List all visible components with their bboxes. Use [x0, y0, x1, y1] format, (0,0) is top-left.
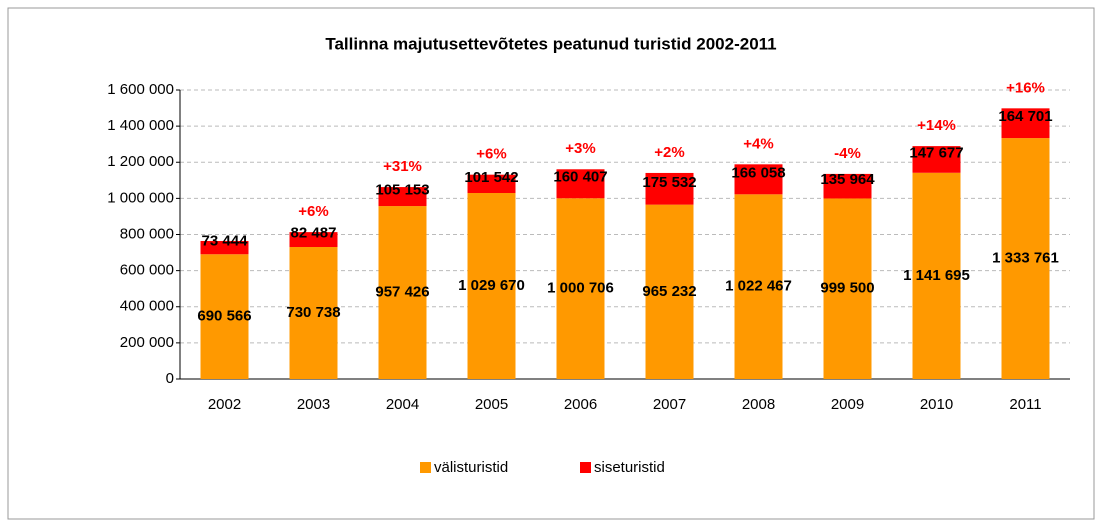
bar-segment — [823, 198, 872, 379]
y-tick-label: 1 200 000 — [107, 153, 174, 170]
bar-segment — [378, 206, 427, 379]
bar-segment — [1001, 108, 1050, 139]
value-label: 160 407 — [553, 169, 607, 186]
y-tick-label: 0 — [166, 370, 174, 387]
y-tick-label: 1 400 000 — [107, 117, 174, 134]
legend-label: siseturistid — [594, 459, 665, 476]
bar-segment — [467, 193, 516, 379]
x-tick-label: 2007 — [653, 396, 686, 413]
value-label: 101 542 — [464, 169, 518, 186]
chart-title: Tallinna majutusettevõtetes peatunud tur… — [325, 34, 776, 53]
legend-swatch — [420, 462, 431, 473]
value-label: 1 333 761 — [992, 250, 1059, 267]
bar-segment — [556, 198, 605, 379]
value-label: 965 232 — [642, 283, 696, 300]
value-label: 957 426 — [375, 284, 429, 301]
x-tick-label: 2011 — [1009, 396, 1041, 413]
value-label: 690 566 — [197, 308, 251, 325]
bar-segment — [912, 146, 961, 173]
growth-label: +16% — [1006, 79, 1045, 96]
x-tick-label: 2002 — [208, 396, 241, 413]
bar-segment — [200, 241, 249, 255]
growth-label: +14% — [917, 117, 956, 134]
legend-label: välisturistid — [434, 459, 508, 476]
value-label: 73 444 — [202, 233, 249, 250]
x-tick-label: 2009 — [831, 396, 864, 413]
growth-label: +6% — [298, 203, 328, 220]
value-label: 82 487 — [291, 225, 337, 242]
x-tick-label: 2010 — [920, 396, 953, 413]
y-tick-label: 600 000 — [120, 262, 174, 279]
value-label: 999 500 — [820, 280, 874, 297]
x-tick-label: 2008 — [742, 396, 775, 413]
x-tick-label: 2004 — [386, 396, 419, 413]
bar-segment — [1001, 138, 1050, 379]
bar-segment — [645, 204, 694, 379]
value-label: 1 022 467 — [725, 278, 792, 295]
growth-label: +3% — [565, 140, 595, 157]
value-label: 166 058 — [731, 164, 785, 181]
value-label: 175 532 — [642, 174, 696, 191]
growth-label: +2% — [654, 144, 684, 161]
bar-segment — [823, 173, 872, 199]
growth-label: -4% — [834, 145, 861, 162]
bar-segment — [467, 174, 516, 194]
y-tick-label: 1 600 000 — [107, 81, 174, 98]
bar-segment — [912, 172, 961, 379]
value-label: 105 153 — [375, 182, 429, 199]
value-label: 1 141 695 — [903, 267, 970, 284]
legend-swatch — [580, 462, 591, 473]
value-label: 135 964 — [820, 171, 875, 188]
growth-label: +6% — [476, 146, 506, 163]
bar-segment — [734, 164, 783, 195]
value-label: 147 677 — [909, 144, 963, 161]
bar-segment — [645, 172, 694, 205]
y-tick-label: 400 000 — [120, 298, 174, 315]
growth-label: +4% — [743, 135, 773, 152]
x-tick-label: 2003 — [297, 396, 330, 413]
bar-segment — [289, 247, 338, 379]
value-label: 1 029 670 — [458, 277, 525, 294]
y-tick-label: 1 000 000 — [107, 189, 174, 206]
y-tick-label: 200 000 — [120, 334, 174, 351]
bar-segment — [200, 254, 249, 379]
bar-segment — [289, 232, 338, 248]
x-tick-label: 2005 — [475, 396, 508, 413]
bar-segment — [378, 187, 427, 207]
growth-label: +31% — [383, 158, 422, 175]
value-label: 1 000 706 — [547, 280, 614, 297]
value-label: 164 701 — [998, 108, 1052, 125]
x-tick-label: 2006 — [564, 396, 597, 413]
bar-segment — [556, 169, 605, 199]
y-tick-label: 800 000 — [120, 225, 174, 242]
bar-segment — [734, 194, 783, 379]
value-label: 730 738 — [286, 304, 340, 321]
